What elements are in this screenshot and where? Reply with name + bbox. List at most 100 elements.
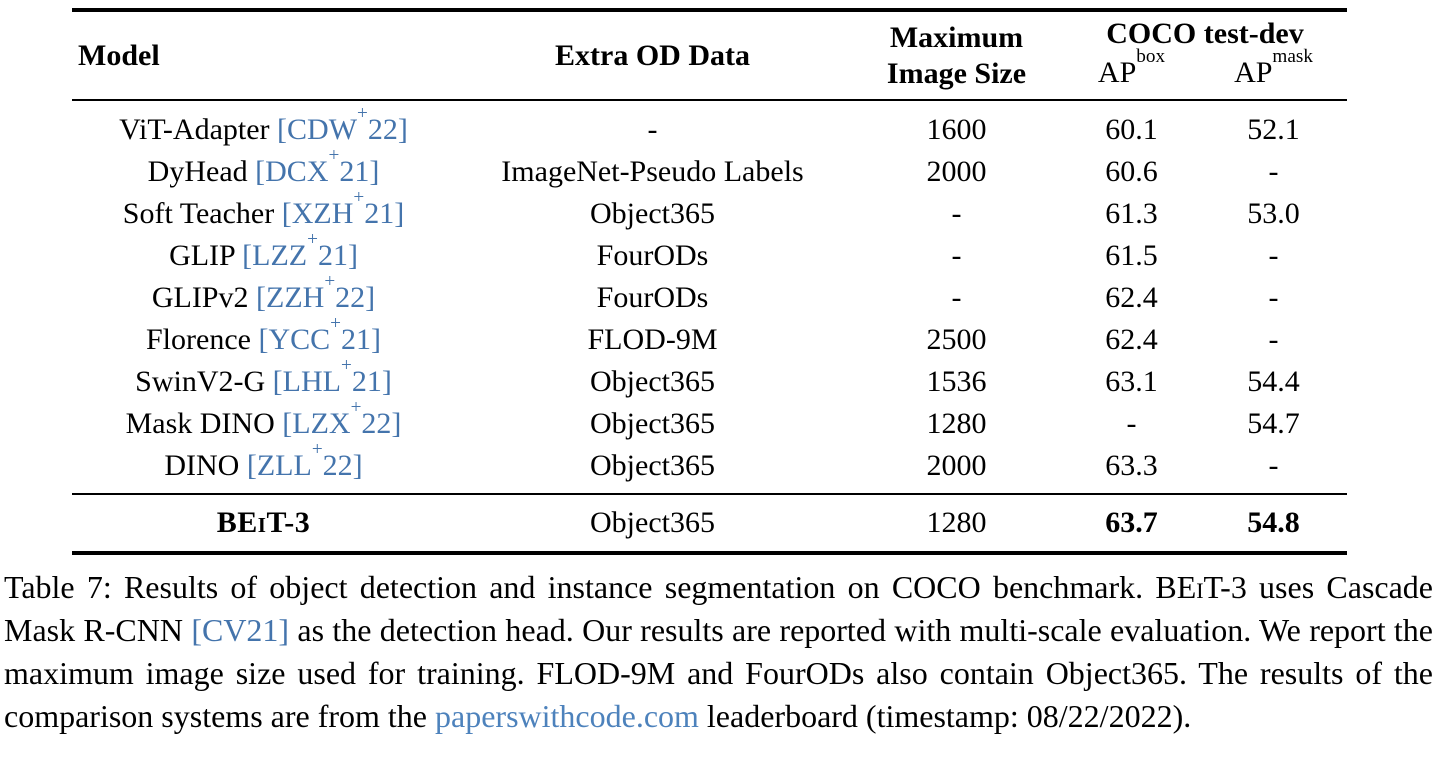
table-row: Mask DINO [LZX+22] Object365 1280 - 54.7 bbox=[72, 397, 1347, 445]
ap-mask-cell: 54.4 bbox=[1247, 365, 1300, 398]
extra-od-data-cell: - bbox=[647, 113, 658, 146]
highlight-row-body: BEiT-3 Object365 1280 63.7 54.8 bbox=[72, 494, 1347, 553]
citation-plus-superscript: + bbox=[324, 271, 336, 293]
header-row-1: Model Extra OD Data Maximum Image Size C… bbox=[72, 10, 1347, 90]
model-cell: SwinV2-G [LHL+21] bbox=[135, 355, 392, 398]
model-cell: Florence [YCC+21] bbox=[146, 313, 381, 356]
max-image-size-cell: - bbox=[951, 197, 962, 230]
extra-od-data-cell: Object365 bbox=[590, 407, 715, 440]
extra-od-data-cell: FourODs bbox=[596, 281, 709, 314]
ap-box-cell: 61.5 bbox=[1105, 239, 1158, 272]
ap-mask-cell: - bbox=[1268, 449, 1279, 482]
model-cell: BEiT-3 bbox=[216, 506, 311, 539]
header-row-2: APbox APmask bbox=[72, 47, 1347, 100]
max-image-size-cell: 1600 bbox=[926, 113, 987, 146]
ap-mask-base: AP bbox=[1234, 56, 1273, 89]
table-row: DyHead [DCX+21] ImageNet-Pseudo Labels 200… bbox=[72, 145, 1347, 193]
table-row: Florence [YCC+21] FLOD-9M 2500 62.4 - bbox=[72, 313, 1347, 361]
ap-mask-cell: 53.0 bbox=[1247, 197, 1300, 230]
ap-box-superscript: box bbox=[1136, 46, 1166, 68]
model-cell: Soft Teacher [XZH+21] bbox=[122, 187, 405, 230]
extra-od-data-cell: Object365 bbox=[590, 449, 715, 482]
ap-box-cell: 63.7 bbox=[1105, 506, 1158, 539]
max-image-size-cell: - bbox=[951, 239, 962, 272]
max-image-size-cell: 2000 bbox=[926, 449, 987, 482]
extra-od-data-cell: Object365 bbox=[590, 506, 715, 539]
citation-link[interactable]: [ZLL+22] bbox=[246, 439, 363, 482]
table-row: ViT-Adapter [CDW+22] - 1600 60.1 52.1 bbox=[72, 100, 1347, 151]
extra-od-data-cell: ImageNet-Pseudo Labels bbox=[501, 155, 804, 188]
max-image-size-line1: Maximum bbox=[889, 20, 1024, 54]
col-header-coco-test-dev: COCO test-dev bbox=[1106, 17, 1304, 50]
ap-box-cell: - bbox=[1126, 407, 1137, 440]
col-header-max-image-size: Maximum Image Size bbox=[850, 10, 1063, 100]
caption-text: as the detection head. Our results are r… bbox=[4, 612, 1434, 734]
extra-od-data-cell: FLOD-9M bbox=[587, 323, 718, 356]
citation-plus-superscript: + bbox=[330, 313, 341, 335]
col-header-ap-mask: APmask bbox=[1200, 47, 1347, 100]
ap-box-cell: 60.6 bbox=[1105, 155, 1158, 188]
ap-box-cell: 60.1 bbox=[1105, 113, 1158, 146]
citation-plus-superscript: + bbox=[328, 145, 340, 167]
ap-mask-cell: - bbox=[1268, 281, 1279, 314]
max-image-size-cell: 1536 bbox=[926, 365, 987, 398]
citation-plus-superscript: + bbox=[353, 187, 365, 209]
extra-od-data-cell: FourODs bbox=[596, 239, 709, 272]
citation-link[interactable]: [YCC+21] bbox=[258, 313, 381, 356]
table-row: DINO [ZLL+22] Object365 2000 63.3 - bbox=[72, 439, 1347, 494]
model-name-smallcaps: BEiT-3 bbox=[1155, 569, 1247, 605]
ap-box-cell: 62.4 bbox=[1105, 323, 1158, 356]
caption-text: leaderboard (timestamp: 08/22/2022). bbox=[698, 698, 1192, 734]
citation-link[interactable]: [CV21] bbox=[191, 612, 290, 648]
citation-plus-superscript: + bbox=[350, 397, 362, 419]
table-row: BEiT-3 Object365 1280 63.7 54.8 bbox=[72, 494, 1347, 553]
citation-link[interactable]: [ZZH+22] bbox=[256, 271, 376, 314]
citation-plus-superscript: + bbox=[357, 103, 368, 125]
table-row: GLIP [LZZ+21] FourODs - 61.5 - bbox=[72, 229, 1347, 277]
citation-link[interactable]: [LZX+22] bbox=[282, 397, 402, 440]
extra-od-data-cell: Object365 bbox=[590, 197, 715, 230]
ap-box-cell: 63.1 bbox=[1105, 365, 1158, 398]
ap-mask-cell: 54.8 bbox=[1247, 506, 1300, 539]
table-caption: Table 7: Results of object detection and… bbox=[4, 566, 1433, 738]
citation-link[interactable]: [DCX+21] bbox=[255, 145, 380, 188]
caption-text: Table 7: Results of object detection and… bbox=[4, 569, 1156, 605]
ap-mask-cell: - bbox=[1268, 323, 1279, 356]
model-cell: DINO [ZLL+22] bbox=[164, 439, 363, 482]
model-cell: ViT-Adapter [CDW+22] bbox=[119, 103, 408, 146]
model-cell: GLIP [LZZ+21] bbox=[169, 229, 358, 272]
max-image-size-cell: 1280 bbox=[926, 506, 987, 539]
max-image-size-cell: 2500 bbox=[926, 323, 987, 356]
col-header-extra-od-data: Extra OD Data bbox=[555, 38, 750, 72]
ap-box-base: AP bbox=[1097, 56, 1137, 89]
table-row: SwinV2-G [LHL+21] Object365 1536 63.1 54.4 bbox=[72, 355, 1347, 403]
table-row: Soft Teacher [XZH+21] Object365 - 61.3 53.0 bbox=[72, 187, 1347, 235]
ap-mask-cell: - bbox=[1268, 239, 1279, 272]
ap-mask-cell: 54.7 bbox=[1247, 407, 1300, 440]
model-cell: Mask DINO [LZX+22] bbox=[125, 397, 402, 440]
external-link[interactable]: paperswithcode.com bbox=[435, 698, 699, 734]
results-table: Model Extra OD Data Maximum Image Size C… bbox=[72, 8, 1347, 555]
citation-link[interactable]: [CDW+22] bbox=[277, 103, 408, 146]
citation-link[interactable]: [LZZ+21] bbox=[242, 229, 358, 272]
caption-text: uses Cascade Mask R-CNN bbox=[4, 569, 1434, 648]
max-image-size-line2: Image Size bbox=[886, 56, 1027, 90]
table-row: GLIPv2 [ZZH+22] FourODs - 62.4 - bbox=[72, 271, 1347, 319]
col-header-model: Model bbox=[78, 38, 160, 72]
col-header-ap-box: APbox bbox=[1063, 47, 1200, 100]
max-image-size-cell: 1280 bbox=[926, 407, 987, 440]
citation-link[interactable]: [XZH+21] bbox=[281, 187, 405, 230]
citation-link[interactable]: [LHL+21] bbox=[272, 355, 392, 398]
extra-od-data-cell: Object365 bbox=[590, 365, 715, 398]
ap-mask-cell: 52.1 bbox=[1247, 113, 1300, 146]
model-cell: DyHead [DCX+21] bbox=[147, 145, 380, 188]
max-image-size-cell: 2000 bbox=[926, 155, 987, 188]
citation-plus-superscript: + bbox=[341, 355, 352, 377]
model-cell: GLIPv2 [ZZH+22] bbox=[151, 271, 376, 314]
table-header: Model Extra OD Data Maximum Image Size C… bbox=[72, 10, 1347, 100]
citation-plus-superscript: + bbox=[311, 439, 323, 461]
ap-mask-superscript: mask bbox=[1272, 46, 1313, 68]
ap-mask-cell: - bbox=[1268, 155, 1279, 188]
ap-box-cell: 62.4 bbox=[1105, 281, 1158, 314]
